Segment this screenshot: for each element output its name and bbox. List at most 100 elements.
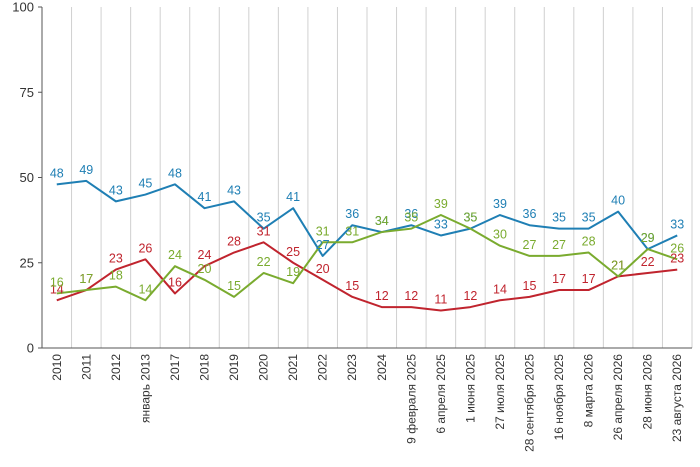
data-label-series-1: 35 — [463, 211, 477, 225]
x-tick-label: 9 февраля 2025 — [404, 354, 418, 444]
x-tick-label: январь 2013 — [138, 354, 152, 423]
data-label-series-2: 17 — [79, 272, 93, 286]
data-label-series-1: 45 — [138, 177, 152, 191]
data-label-series-2: 15 — [523, 279, 537, 293]
series-line-3 — [56, 214, 678, 302]
x-tick-label: 28 сентября 2025 — [523, 354, 537, 452]
data-label-series-3: 14 — [138, 282, 152, 296]
data-label-series-1: 36 — [345, 207, 359, 221]
data-label-series-2: 16 — [168, 275, 182, 289]
data-label-series-3: 16 — [50, 275, 64, 289]
data-label-series-2: 14 — [50, 282, 64, 296]
data-label-series-3: 31 — [345, 224, 359, 238]
data-label-series-2: 25 — [286, 245, 300, 259]
data-label-series-3: 15 — [227, 279, 241, 293]
data-label-series-1: 49 — [79, 163, 93, 177]
data-label-series-2: 17 — [582, 272, 596, 286]
x-tick-label: 2012 — [109, 354, 123, 381]
data-label-series-3: 27 — [523, 238, 537, 252]
data-label-series-3: 28 — [582, 235, 596, 249]
x-tick-label: 8 марта 2026 — [582, 354, 596, 428]
data-label-series-2: 12 — [404, 289, 418, 303]
x-tick-label: 1 июня 2025 — [463, 354, 477, 423]
data-label-series-3: 17 — [79, 272, 93, 286]
y-tick-label: 50 — [20, 170, 34, 185]
data-label-series-1: 27 — [316, 238, 330, 252]
data-label-series-1: 40 — [611, 194, 625, 208]
x-tick-label: 28 июня 2026 — [641, 354, 655, 430]
x-tick-label: 2023 — [345, 354, 359, 381]
data-label-series-1: 43 — [109, 183, 123, 197]
data-label-series-3: 20 — [198, 262, 212, 276]
data-label-series-2: 24 — [198, 248, 212, 262]
data-label-series-3: 22 — [257, 255, 271, 269]
x-tick-label: 27 июля 2025 — [493, 354, 507, 430]
data-label-series-3: 35 — [404, 211, 418, 225]
x-tick-label: 2019 — [227, 354, 241, 381]
data-label-series-2: 12 — [463, 289, 477, 303]
data-label-series-3: 18 — [109, 269, 123, 283]
data-label-series-1: 35 — [257, 211, 271, 225]
data-label-series-3: 19 — [286, 265, 300, 279]
y-tick-labels: 0 25 50 75 100 — [12, 0, 42, 356]
x-tick-label: 2010 — [50, 354, 64, 381]
data-label-series-1: 33 — [434, 217, 448, 231]
data-label-series-3: 21 — [611, 258, 625, 272]
data-label-series-2: 14 — [493, 282, 507, 296]
x-tick-label: 26 апреля 2026 — [611, 354, 625, 441]
data-label-series-2: 31 — [257, 224, 271, 238]
y-tick-label: 75 — [20, 85, 34, 100]
x-tick-label: 2018 — [198, 354, 212, 381]
data-label-series-1: 48 — [50, 166, 64, 180]
data-label-series-1: 39 — [493, 197, 507, 211]
series-line-2 — [56, 241, 678, 312]
data-label-series-3: 26 — [670, 241, 684, 255]
data-label-series-2: 23 — [109, 252, 123, 266]
data-label-series-3: 24 — [168, 248, 182, 262]
data-label-series-1: 29 — [641, 231, 655, 245]
data-label-series-1: 41 — [198, 190, 212, 204]
x-tick-label: 16 ноября 2025 — [552, 354, 566, 441]
data-label-series-1: 36 — [523, 207, 537, 221]
data-label-series-3: 31 — [316, 224, 330, 238]
data-label-series-2: 23 — [670, 252, 684, 266]
data-label-series-1: 34 — [375, 214, 389, 228]
data-label-series-3: 35 — [463, 211, 477, 225]
data-label-series-1: 41 — [286, 190, 300, 204]
data-label-series-1: 33 — [670, 217, 684, 231]
data-label-series-2: 15 — [345, 279, 359, 293]
data-label-series-3: 30 — [493, 228, 507, 242]
series-lines — [56, 179, 678, 312]
x-tick-label: 2022 — [316, 354, 330, 381]
data-label-series-3: 34 — [375, 214, 389, 228]
data-label-series-1: 43 — [227, 183, 241, 197]
data-label-series-2: 12 — [375, 289, 389, 303]
data-label-series-3: 27 — [552, 238, 566, 252]
data-label-series-2: 17 — [552, 272, 566, 286]
x-tick-label: 23 августа 2026 — [670, 354, 684, 442]
x-tick-label: 2011 — [79, 354, 93, 380]
data-label-series-3: 39 — [434, 197, 448, 211]
data-label-series-2: 21 — [611, 258, 625, 272]
series-line-1 — [56, 179, 678, 257]
data-label-series-2: 20 — [316, 262, 330, 276]
x-tick-label: 2017 — [168, 354, 182, 381]
y-tick-label: 25 — [20, 255, 34, 270]
data-label-series-1: 35 — [552, 211, 566, 225]
data-label-series-2: 28 — [227, 235, 241, 249]
data-label-series-1: 36 — [404, 207, 418, 221]
x-tick-label: 2021 — [286, 354, 300, 381]
data-label-series-1: 48 — [168, 166, 182, 180]
x-tick-label: 6 апреля 2025 — [434, 354, 448, 434]
data-label-series-2: 26 — [138, 241, 152, 255]
x-tick-label: 2020 — [257, 354, 271, 381]
y-tick-label: 0 — [27, 341, 34, 356]
x-tick-labels: 2010 2011 2012 январь 2013 2017 2018 2019 2020 2… — [50, 354, 684, 452]
data-label-series-1: 35 — [582, 211, 596, 225]
x-tick-label: 2024 — [375, 354, 389, 381]
data-label-series-2: 22 — [641, 255, 655, 269]
data-label-series-2: 11 — [434, 292, 447, 306]
y-tick-label: 100 — [12, 0, 34, 15]
